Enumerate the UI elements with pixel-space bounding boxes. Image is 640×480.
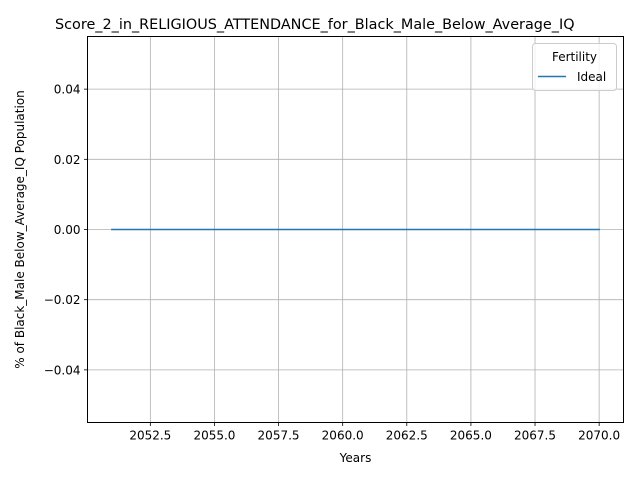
x-tick-label: 2062.5 — [386, 429, 428, 443]
chart-title: Score_2_in_RELIGIOUS_ATTENDANCE_for_Blac… — [55, 17, 575, 33]
x-tick-label: 2067.5 — [514, 429, 556, 443]
x-tick-label: 2065.0 — [450, 429, 492, 443]
x-tick-label: 2052.5 — [129, 429, 171, 443]
legend: Fertility Ideal — [532, 43, 617, 91]
x-tick-label: 2055.0 — [193, 429, 235, 443]
y-tick-label: −0.04 — [44, 363, 81, 377]
x-axis-title: Years — [339, 451, 372, 465]
x-tick-label: 2070.0 — [578, 429, 620, 443]
y-axis: −0.04 −0.02 0.00 0.02 0.04 — [44, 83, 88, 377]
y-tick-label: −0.02 — [44, 293, 81, 307]
legend-label-ideal: Ideal — [577, 70, 606, 84]
y-tick-label: 0.04 — [54, 83, 81, 97]
legend-title: Fertility — [552, 50, 597, 64]
y-tick-label: 0.00 — [54, 223, 81, 237]
x-tick-label: 2057.5 — [258, 429, 300, 443]
y-tick-label: 0.02 — [54, 153, 81, 167]
legend-box — [532, 43, 617, 91]
x-tick-label: 2060.0 — [322, 429, 364, 443]
x-axis: 2052.5 2055.0 2057.5 2060.0 2062.5 2065.0 2067… — [129, 422, 620, 443]
y-axis-title: % of Black_Male Below_Average_IQ Populat… — [13, 90, 27, 369]
